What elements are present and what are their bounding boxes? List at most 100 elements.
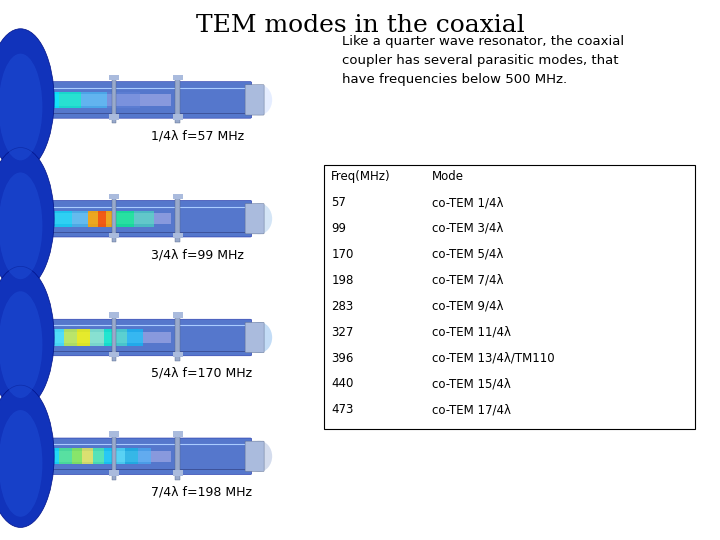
Text: co-TEM 5/4λ: co-TEM 5/4λ: [432, 248, 503, 261]
Bar: [175, 195, 180, 242]
Text: 440: 440: [331, 377, 354, 390]
Bar: [125, 448, 138, 464]
Bar: [35, 92, 59, 108]
FancyBboxPatch shape: [324, 165, 695, 429]
Bar: [104, 448, 114, 464]
FancyBboxPatch shape: [37, 208, 47, 230]
FancyBboxPatch shape: [30, 319, 252, 356]
Bar: [127, 329, 143, 346]
Bar: [173, 352, 183, 357]
Bar: [114, 211, 134, 227]
FancyBboxPatch shape: [30, 200, 252, 237]
Bar: [90, 329, 104, 346]
Bar: [114, 329, 127, 346]
Bar: [64, 329, 77, 346]
Text: co-TEM 1/4λ: co-TEM 1/4λ: [432, 196, 503, 209]
Ellipse shape: [0, 385, 54, 528]
Ellipse shape: [246, 84, 272, 116]
Bar: [109, 352, 119, 357]
FancyBboxPatch shape: [245, 322, 264, 353]
Bar: [173, 313, 183, 318]
Text: co-TEM 3/4λ: co-TEM 3/4λ: [432, 222, 503, 235]
Text: 283: 283: [331, 300, 354, 313]
Bar: [72, 448, 82, 464]
Bar: [35, 94, 171, 106]
Bar: [109, 470, 119, 476]
Bar: [175, 433, 180, 480]
Bar: [59, 92, 81, 108]
Bar: [173, 431, 183, 437]
Bar: [112, 433, 117, 480]
Bar: [48, 329, 64, 346]
Bar: [88, 211, 98, 227]
Text: co-TEM 7/4λ: co-TEM 7/4λ: [432, 274, 503, 287]
Ellipse shape: [0, 147, 54, 290]
Bar: [173, 470, 183, 476]
Ellipse shape: [246, 203, 272, 234]
Bar: [51, 211, 72, 227]
Text: 3/4λ f=99 MHz: 3/4λ f=99 MHz: [151, 248, 244, 261]
Bar: [82, 448, 93, 464]
Ellipse shape: [246, 322, 272, 353]
Bar: [109, 75, 119, 80]
Text: co-TEM 17/4λ: co-TEM 17/4λ: [432, 403, 511, 416]
Bar: [59, 448, 72, 464]
Text: 99: 99: [331, 222, 346, 235]
Text: 327: 327: [331, 326, 354, 339]
Bar: [173, 233, 183, 238]
FancyBboxPatch shape: [245, 204, 264, 234]
Bar: [114, 448, 125, 464]
Bar: [81, 92, 107, 108]
Bar: [138, 448, 151, 464]
Text: 170: 170: [331, 248, 354, 261]
Bar: [112, 77, 117, 123]
Bar: [109, 431, 119, 437]
Bar: [109, 233, 119, 238]
Text: 396: 396: [331, 352, 354, 365]
FancyBboxPatch shape: [245, 441, 264, 471]
Bar: [104, 329, 114, 346]
Bar: [35, 329, 48, 346]
Bar: [98, 211, 106, 227]
FancyBboxPatch shape: [37, 327, 47, 348]
Ellipse shape: [0, 29, 54, 171]
Bar: [106, 211, 114, 227]
FancyBboxPatch shape: [30, 82, 252, 118]
Text: Like a quarter wave resonator, the coaxial
coupler has several parasitic modes, : Like a quarter wave resonator, the coaxi…: [342, 35, 624, 86]
Bar: [93, 448, 104, 464]
Bar: [77, 329, 90, 346]
Text: 1/4λ f=57 MHz: 1/4λ f=57 MHz: [151, 130, 244, 143]
Text: 473: 473: [331, 403, 354, 416]
FancyBboxPatch shape: [245, 85, 264, 115]
Text: TEM modes in the coaxial: TEM modes in the coaxial: [196, 14, 524, 37]
Bar: [175, 314, 180, 361]
Bar: [35, 213, 171, 225]
Text: 57: 57: [331, 196, 346, 209]
Ellipse shape: [246, 441, 272, 472]
Text: 5/4λ f=170 MHz: 5/4λ f=170 MHz: [151, 367, 252, 380]
Text: Mode: Mode: [432, 170, 464, 183]
Bar: [112, 195, 117, 242]
Ellipse shape: [0, 172, 42, 279]
Bar: [72, 211, 88, 227]
Bar: [173, 75, 183, 80]
Bar: [112, 314, 117, 361]
Bar: [173, 114, 183, 119]
Text: co-TEM 11/4λ: co-TEM 11/4λ: [432, 326, 511, 339]
Text: co-TEM 9/4λ: co-TEM 9/4λ: [432, 300, 503, 313]
Bar: [45, 448, 59, 464]
Text: co-TEM 15/4λ: co-TEM 15/4λ: [432, 377, 511, 390]
Bar: [109, 114, 119, 119]
Bar: [175, 77, 180, 123]
Ellipse shape: [0, 410, 42, 517]
Bar: [35, 448, 45, 464]
Ellipse shape: [0, 291, 42, 398]
Text: 7/4λ f=198 MHz: 7/4λ f=198 MHz: [151, 486, 252, 499]
Bar: [35, 332, 171, 343]
Bar: [35, 450, 171, 462]
Text: co-TEM 13/4λ/TM110: co-TEM 13/4λ/TM110: [432, 352, 554, 365]
Text: 198: 198: [331, 274, 354, 287]
Bar: [134, 211, 153, 227]
FancyBboxPatch shape: [37, 89, 47, 111]
FancyBboxPatch shape: [37, 446, 47, 467]
